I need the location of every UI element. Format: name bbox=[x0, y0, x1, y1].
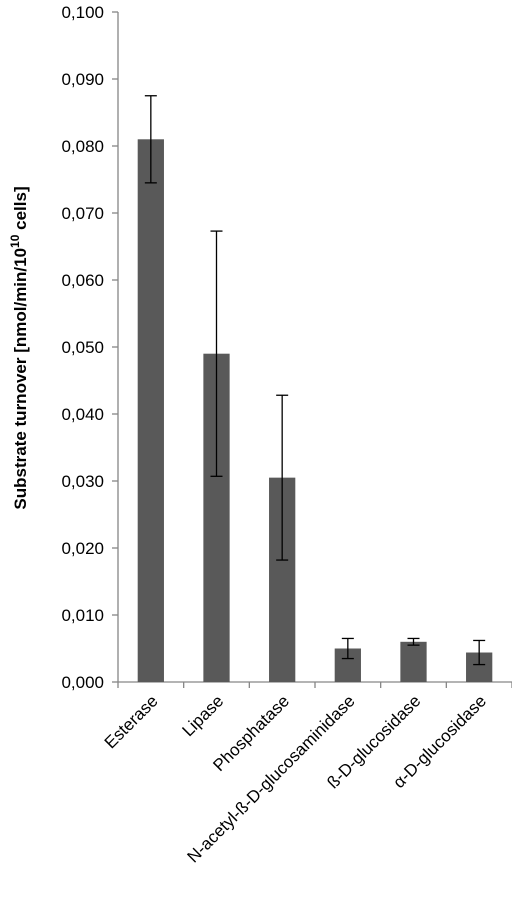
y-tick-label: 0,020 bbox=[61, 539, 104, 558]
bars bbox=[137, 139, 493, 683]
y-tick-label: 0,060 bbox=[61, 271, 104, 290]
y-tick-label: 0,040 bbox=[61, 405, 104, 424]
y-tick-label: 0,030 bbox=[61, 472, 104, 491]
y-tick-label: 0,010 bbox=[61, 606, 104, 625]
y-tick-label: 0,090 bbox=[61, 70, 104, 89]
error-bars bbox=[144, 95, 486, 666]
y-tick-label: 0,100 bbox=[61, 3, 104, 22]
bar bbox=[137, 139, 164, 683]
category-labels: Esterase LipasePhosphataseN-acetyl-ß-D-gl… bbox=[101, 691, 490, 866]
category-label: Esterase bbox=[101, 691, 162, 752]
x-axis bbox=[117, 681, 512, 688]
y-tick-label: 0,000 bbox=[61, 673, 104, 692]
y-axis: 0,000 0,010 0,020 0,030 0,040 0,050 0,060 0,070… bbox=[61, 3, 119, 692]
y-axis-label: Substrate turnover [nmol/min/1010 cells] bbox=[8, 186, 30, 509]
category-label: Lipase bbox=[178, 691, 227, 740]
bar bbox=[400, 641, 427, 682]
y-tick-label: 0,080 bbox=[61, 137, 104, 156]
y-tick-label: 0,070 bbox=[61, 204, 104, 223]
y-tick-label: 0,050 bbox=[61, 338, 104, 357]
